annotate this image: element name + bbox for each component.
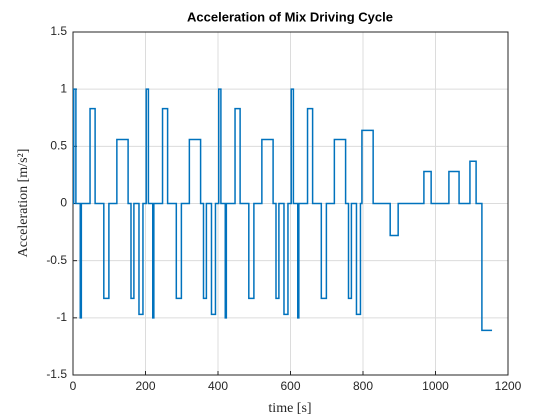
y-tick-label: -1.5 (46, 367, 67, 381)
x-tick-label: 800 (353, 379, 373, 393)
x-tick-label: 1000 (422, 379, 449, 393)
x-tick-label: 400 (208, 379, 228, 393)
x-tick-label: 1200 (495, 379, 522, 393)
y-tick-label: 0 (60, 196, 67, 210)
x-tick-label: 0 (70, 379, 77, 393)
y-tick-label: 1.5 (50, 24, 67, 38)
y-axis-label: Acceleration [m/s²] (16, 149, 31, 258)
y-tick-label: -1 (56, 310, 67, 324)
x-tick-label: 600 (280, 379, 300, 393)
chart-title: Acceleration of Mix Driving Cycle (187, 9, 393, 24)
data-line (72, 88, 493, 332)
y-tick-label: 0.5 (50, 139, 67, 153)
x-tick-label: 200 (135, 379, 155, 393)
x-axis-label: time [s] (268, 401, 311, 416)
y-tick-label: -0.5 (46, 253, 67, 267)
y-tick-label: 1 (60, 81, 67, 95)
